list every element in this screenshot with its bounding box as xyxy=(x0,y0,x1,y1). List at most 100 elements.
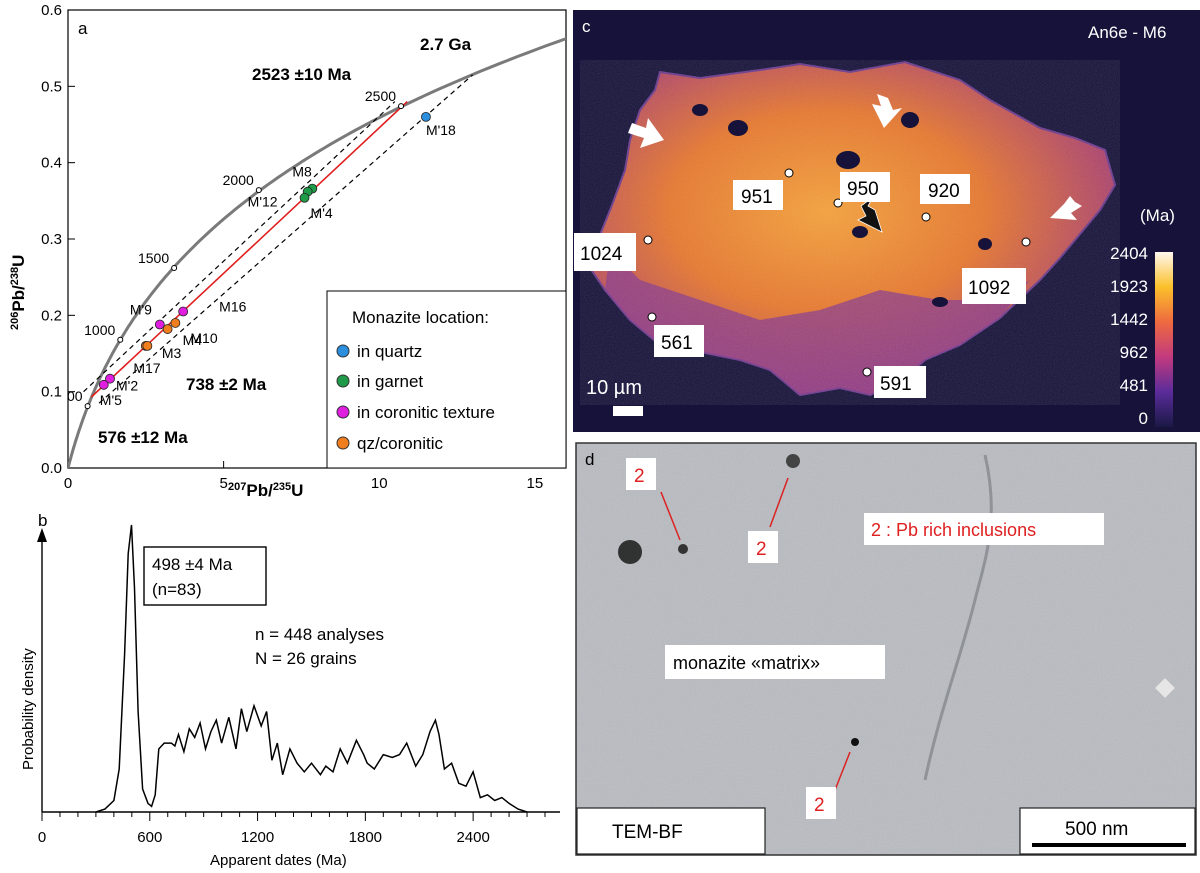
spot-age-951: 951 xyxy=(741,187,773,208)
spot-label-box xyxy=(733,180,783,210)
colorbar-tick: 1442 xyxy=(1110,310,1148,329)
data-point-label: M16 xyxy=(219,299,246,315)
data-point-label: M'4 xyxy=(311,205,333,221)
panel-c-letter: c xyxy=(582,17,591,36)
concordia-age-label: 2000 xyxy=(223,172,254,188)
panel-a-xlabel: 207Pb/235U xyxy=(228,481,303,500)
panel-a-axes: 0 5 10 15 0.0 0.1 0.2 0.3 0.4 0.5 0.6 xyxy=(41,2,543,492)
matrix-label: monazite «matrix» xyxy=(673,653,820,673)
grains-count: N = 26 grains xyxy=(255,649,357,668)
data-point xyxy=(178,306,189,317)
upper-intercept-label: 2523 ±10 Ma xyxy=(252,65,352,84)
concordia-age-label: 500 xyxy=(59,388,83,404)
peak-age-box xyxy=(143,546,267,606)
legend-label-qz-coronitic: qz/coronitic xyxy=(357,434,443,453)
x-tick-label: 2400 xyxy=(456,829,489,846)
legend-marker-quartz xyxy=(336,344,350,358)
x-tick-label: 1800 xyxy=(349,829,382,846)
tem-scale-label: 500 nm xyxy=(1065,819,1128,840)
y-tick-label: 0.3 xyxy=(41,231,62,248)
data-point xyxy=(154,319,165,330)
x-tick-label: 15 xyxy=(527,475,544,492)
data-point xyxy=(142,340,153,351)
spot-label-box xyxy=(840,172,890,202)
panel-d-tem: 2 2 2 2 : Pb rich inclusions monazite «m… xyxy=(575,442,1197,856)
inclusion-large xyxy=(618,540,642,564)
lower-intercept-label: 576 ±12 Ma xyxy=(98,428,188,447)
data-point-label: M'5 xyxy=(100,392,122,408)
spot-label-box xyxy=(874,366,926,398)
panel-b-yaxis-arrow xyxy=(37,528,47,542)
legend-marker-coronitic xyxy=(336,405,350,419)
y-tick-label: 0.4 xyxy=(41,155,62,172)
colorbar-tick: 962 xyxy=(1120,343,1148,362)
data-point xyxy=(105,373,115,384)
legend-marker-garnet xyxy=(336,374,350,388)
panel-a-concordia-ticks: 500 1000 1500 2000 2500 xyxy=(59,88,405,410)
data-point-label: M10 xyxy=(190,330,217,346)
x-tick-label: 0 xyxy=(64,475,72,492)
data-point-label: M3 xyxy=(162,345,182,361)
grain-hole xyxy=(836,151,860,169)
concordia-end-label: 2.7 Ga xyxy=(420,35,472,54)
tem-scale-bar xyxy=(1032,843,1186,847)
spot-age-1092: 1092 xyxy=(968,278,1010,299)
inclusion-marker: 2 xyxy=(814,795,825,816)
y-tick-label: 0.6 xyxy=(41,2,62,19)
inclusion xyxy=(786,454,800,468)
x-tick-label: 1200 xyxy=(241,829,274,846)
concordia-age-marker xyxy=(255,187,262,194)
concordia-age-marker xyxy=(117,336,124,343)
grain-hole xyxy=(932,297,948,307)
panel-b-letter: b xyxy=(38,511,47,530)
sample-label: An6e - M6 xyxy=(1088,23,1166,42)
y-tick-label: 0.2 xyxy=(41,307,62,324)
inclusion xyxy=(678,544,688,554)
colorbar-tick: 0 xyxy=(1139,409,1148,428)
arrow-white-icon xyxy=(872,94,902,128)
y-tick-label: 0.1 xyxy=(41,384,62,401)
colorbar xyxy=(1155,252,1173,427)
analyses-count: n = 448 analyses xyxy=(255,625,384,644)
inclusion-legend: 2 : Pb rich inclusions xyxy=(871,520,1036,540)
spot-label-box xyxy=(574,233,636,271)
inclusion-legend-box xyxy=(864,513,1104,545)
panel-d-letter: d xyxy=(585,450,594,469)
grain-hole xyxy=(978,238,992,250)
spot-marker xyxy=(784,168,794,178)
legend-marker-qz-coronitic xyxy=(336,436,350,450)
marker-box xyxy=(806,787,836,819)
grain-hole xyxy=(728,120,748,136)
legend-title: Monazite location: xyxy=(352,308,489,327)
x-tick-label: 5 xyxy=(219,475,227,492)
data-point-label: M4 xyxy=(183,332,203,348)
legend-label-garnet: in garnet xyxy=(357,372,423,391)
concordia-age-marker xyxy=(398,103,405,110)
error-envelope-line xyxy=(98,74,474,404)
concordia-age-marker xyxy=(171,265,178,272)
inclusion xyxy=(851,738,859,746)
data-point-label: M'12 xyxy=(248,194,278,210)
spot-age-920: 920 xyxy=(928,181,960,202)
legend-label-coronitic: in coronitic texture xyxy=(357,403,495,422)
error-envelope-line xyxy=(83,101,396,393)
arrow-black-icon xyxy=(857,196,883,233)
map-scale-bar xyxy=(613,406,643,416)
arrow-white-icon xyxy=(628,118,664,148)
bright-spot xyxy=(1155,678,1175,698)
grain-hole xyxy=(901,112,919,128)
panel-b-kde: b 0 600 1200 1800 2400 Apparent dates (Ma) P… xyxy=(20,511,560,869)
panel-a-concordia: 0 5 10 15 0.0 0.1 0.2 0.3 0.4 0.5 0.6 500 1000 1500 2… xyxy=(9,2,567,500)
spot-age-591: 591 xyxy=(880,374,912,395)
spot-marker xyxy=(862,367,872,377)
data-point-label: M8 xyxy=(292,164,312,180)
y-tick-label: 0.5 xyxy=(41,78,62,95)
concordia-age-marker xyxy=(84,403,91,410)
data-point-label: M'2 xyxy=(116,378,138,394)
panel-b-xaxis: 0 600 1200 1800 2400 xyxy=(38,811,560,846)
concordia-age-label: 2500 xyxy=(365,88,396,104)
colorbar-tick: 2404 xyxy=(1110,244,1148,263)
inclusion-marker: 2 xyxy=(634,466,645,487)
